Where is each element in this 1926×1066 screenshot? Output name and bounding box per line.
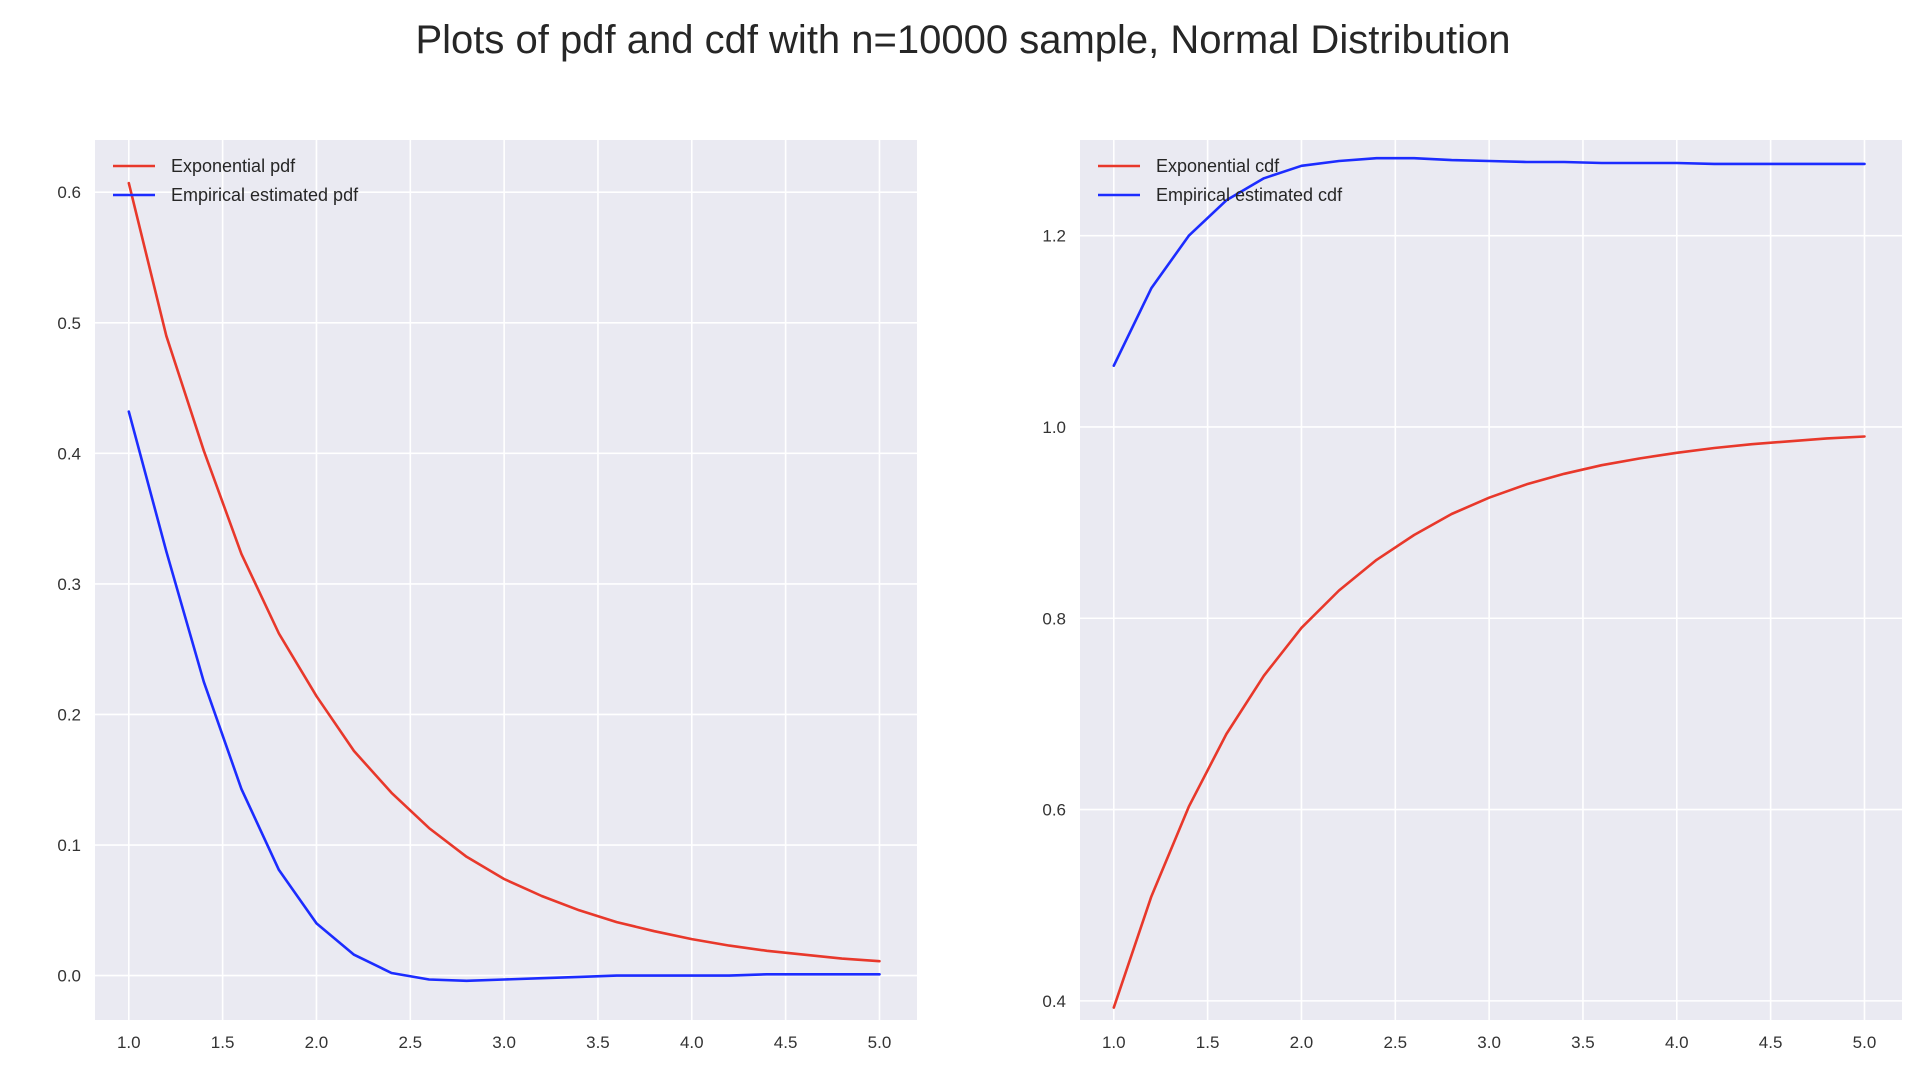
x-tick-label: 1.5 xyxy=(211,1033,235,1052)
x-tick-label: 3.0 xyxy=(1477,1033,1501,1052)
pdf-subplot: 1.0 1.5 2.0 2.5 3.0 3.5 4.0 4.5 5.0 0.0 0.1 0.2 0.3 0… xyxy=(57,140,917,1052)
plot-area xyxy=(95,140,917,1020)
x-tick-label: 1.5 xyxy=(1196,1033,1220,1052)
x-tick-label: 3.0 xyxy=(492,1033,516,1052)
x-tick-label: 2.0 xyxy=(1290,1033,1314,1052)
y-tick-label: 0.5 xyxy=(57,314,81,333)
legend-label: Empirical estimated cdf xyxy=(1156,185,1343,205)
y-tick-label: 0.2 xyxy=(57,705,81,724)
y-tick-label: 0.1 xyxy=(57,836,81,855)
y-tick-label: 0.3 xyxy=(57,575,81,594)
x-tick-label: 4.5 xyxy=(774,1033,798,1052)
y-tick-label: 1.0 xyxy=(1042,418,1066,437)
y-tick-label: 0.6 xyxy=(57,183,81,202)
x-tick-label: 2.5 xyxy=(1383,1033,1407,1052)
x-tick-label: 5.0 xyxy=(868,1033,892,1052)
series-line-blue xyxy=(127,410,881,983)
figure-title: Plots of pdf and cdf with n=10000 sample… xyxy=(415,18,1511,62)
y-tick-label: 0.6 xyxy=(1042,801,1066,820)
x-tick-label: 4.0 xyxy=(680,1033,704,1052)
x-tick-label: 2.0 xyxy=(305,1033,329,1052)
series-line-red xyxy=(127,181,881,963)
x-tick-label: 2.5 xyxy=(398,1033,422,1052)
legend-label: Empirical estimated pdf xyxy=(171,185,359,205)
plot-area xyxy=(1080,140,1902,1020)
series-line-blue xyxy=(1112,156,1866,368)
y-tick-label: 0.4 xyxy=(1042,992,1066,1011)
x-tick-label: 4.0 xyxy=(1665,1033,1689,1052)
x-tick-label: 5.0 xyxy=(1853,1033,1877,1052)
x-tick-label: 3.5 xyxy=(1571,1033,1595,1052)
y-tick-label: 0.8 xyxy=(1042,609,1066,628)
legend-label: Exponential pdf xyxy=(171,156,296,176)
series-line-red xyxy=(1112,435,1866,1009)
y-tick-label: 0.0 xyxy=(57,967,81,986)
x-tick-label: 4.5 xyxy=(1759,1033,1783,1052)
y-tick-label: 0.4 xyxy=(57,444,81,463)
y-tick-label: 1.2 xyxy=(1042,227,1066,246)
x-tick-label: 1.0 xyxy=(1102,1033,1126,1052)
x-tick-label: 1.0 xyxy=(117,1033,141,1052)
legend-label: Exponential cdf xyxy=(1156,156,1280,176)
x-tick-label: 3.5 xyxy=(586,1033,610,1052)
cdf-subplot: 1.0 1.5 2.0 2.5 3.0 3.5 4.0 4.5 5.0 0.4 0.6 0.8 1.0 1… xyxy=(1042,140,1902,1052)
